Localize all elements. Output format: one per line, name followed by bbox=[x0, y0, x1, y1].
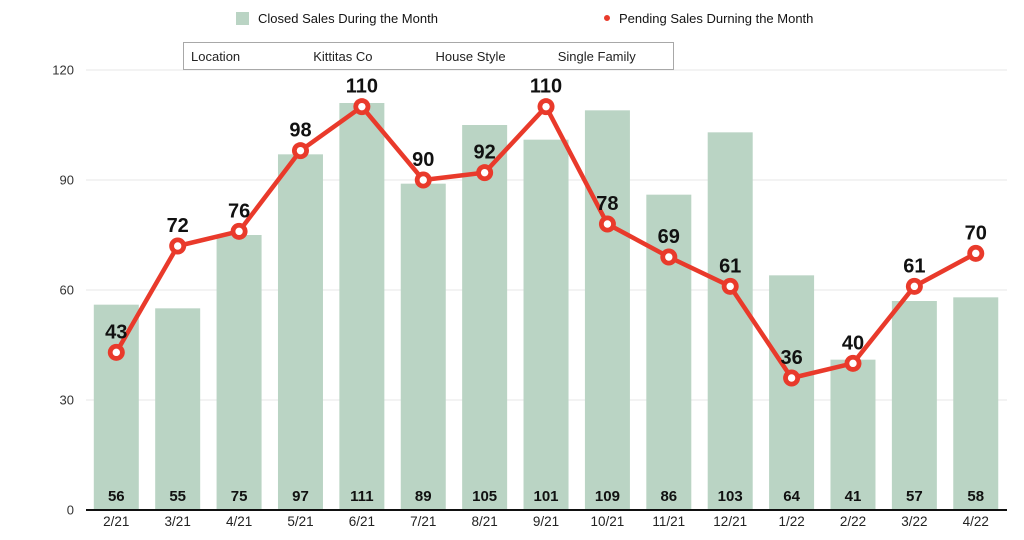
legend-pending-sales-label: Pending Sales Durning the Month bbox=[619, 10, 814, 26]
point-value-label: 98 bbox=[289, 120, 311, 142]
x-tick-label: 3/22 bbox=[901, 514, 927, 529]
x-tick-label: 3/21 bbox=[165, 514, 191, 529]
x-tick-label: 1/22 bbox=[778, 514, 804, 529]
line-point-hole bbox=[910, 282, 919, 291]
filter-house-style-value[interactable]: Single Family bbox=[557, 48, 636, 64]
line-point-hole bbox=[665, 253, 673, 261]
line-point-hole bbox=[296, 146, 305, 155]
line-point-hole bbox=[603, 220, 612, 228]
line-point-hole bbox=[542, 102, 550, 111]
point-value-label: 43 bbox=[105, 321, 127, 343]
line-point-hole bbox=[972, 249, 980, 258]
filter-bar: Location Kittitas Co House Style Single … bbox=[183, 42, 674, 70]
bar-6/21[interactable] bbox=[339, 103, 385, 510]
y-tick-label: 30 bbox=[60, 393, 74, 408]
closed-sales-swatch-icon bbox=[236, 11, 249, 25]
x-tick-label: 4/21 bbox=[226, 514, 252, 529]
legend-item-closed-sales[interactable]: Closed Sales During the Month bbox=[236, 10, 438, 26]
x-tick-label: 2/21 bbox=[103, 514, 129, 529]
line-point-hole bbox=[480, 168, 489, 177]
x-tick-label: 8/21 bbox=[471, 514, 497, 529]
filter-location-label: Location bbox=[191, 48, 241, 64]
bar-value-label: 103 bbox=[718, 488, 743, 505]
line-point-hole bbox=[235, 227, 243, 236]
bar-1/22[interactable] bbox=[769, 275, 815, 510]
bar-value-label: 111 bbox=[350, 488, 373, 505]
bar-value-label: 89 bbox=[415, 488, 432, 505]
legend-closed-sales-label: Closed Sales During the Month bbox=[258, 10, 438, 26]
x-tick-label: 10/21 bbox=[591, 514, 625, 529]
point-value-label: 110 bbox=[346, 76, 378, 98]
bar-4/21[interactable] bbox=[216, 235, 262, 510]
x-tick-label: 4/22 bbox=[963, 514, 989, 529]
bar-4/22[interactable] bbox=[953, 297, 999, 510]
x-tick-label: 7/21 bbox=[410, 514, 436, 529]
point-value-label: 69 bbox=[658, 226, 680, 248]
y-tick-label: 90 bbox=[60, 173, 74, 188]
point-value-label: 72 bbox=[167, 215, 189, 237]
line-point-hole bbox=[358, 102, 366, 111]
bar-value-label: 86 bbox=[660, 488, 677, 505]
point-value-label: 61 bbox=[719, 255, 741, 277]
point-value-label: 92 bbox=[474, 142, 496, 164]
line-point-hole bbox=[849, 359, 857, 368]
bar-value-label: 55 bbox=[169, 488, 186, 505]
point-value-label: 70 bbox=[965, 222, 987, 244]
line-point-hole bbox=[726, 282, 734, 291]
bar-value-label: 101 bbox=[534, 488, 559, 505]
bar-3/21[interactable] bbox=[155, 308, 201, 510]
point-value-label: 76 bbox=[228, 200, 250, 222]
x-tick-label: 9/21 bbox=[533, 514, 559, 529]
pending-sales-marker-icon bbox=[604, 15, 610, 21]
y-tick-label: 0 bbox=[67, 503, 74, 518]
bar-8/21[interactable] bbox=[462, 125, 508, 510]
point-value-label: 78 bbox=[596, 193, 618, 215]
filter-house-style-label: House Style bbox=[435, 48, 506, 64]
bar-5/21[interactable] bbox=[277, 154, 323, 511]
bar-value-label: 97 bbox=[292, 488, 309, 505]
bar-3/22[interactable] bbox=[891, 301, 937, 510]
bar-value-label: 75 bbox=[231, 488, 248, 505]
point-value-label: 40 bbox=[842, 332, 864, 354]
filter-location-value[interactable]: Kittitas Co bbox=[313, 48, 373, 64]
bar-value-label: 109 bbox=[595, 488, 620, 505]
point-value-label: 110 bbox=[530, 76, 562, 98]
bar-value-label: 56 bbox=[108, 488, 125, 505]
line-point-hole bbox=[173, 242, 182, 250]
x-tick-label: 11/21 bbox=[652, 514, 685, 529]
line-point-hole bbox=[419, 176, 427, 184]
x-tick-label: 2/22 bbox=[840, 514, 866, 529]
bar-12/21[interactable] bbox=[707, 132, 753, 511]
line-point-hole bbox=[112, 348, 121, 357]
bar-value-label: 64 bbox=[783, 488, 800, 505]
bar-value-label: 57 bbox=[906, 488, 923, 505]
bar-value-label: 41 bbox=[845, 488, 862, 505]
x-tick-label: 12/21 bbox=[713, 514, 747, 529]
x-tick-label: 6/21 bbox=[349, 514, 375, 529]
line-point-hole bbox=[787, 374, 796, 382]
y-tick-label: 120 bbox=[52, 63, 74, 78]
legend-item-pending-sales[interactable]: Pending Sales Durning the Month bbox=[604, 10, 813, 26]
bar-value-label: 58 bbox=[967, 488, 984, 505]
point-value-label: 61 bbox=[903, 255, 925, 277]
y-tick-label: 60 bbox=[60, 283, 74, 298]
bar-7/21[interactable] bbox=[400, 183, 446, 510]
bar-9/21[interactable] bbox=[523, 139, 569, 510]
x-tick-label: 5/21 bbox=[287, 514, 313, 529]
bar-2/21[interactable] bbox=[93, 304, 139, 510]
bar-2/22[interactable] bbox=[830, 359, 876, 510]
bar-value-label: 105 bbox=[472, 488, 497, 505]
point-value-label: 90 bbox=[412, 149, 434, 171]
point-value-label: 36 bbox=[780, 347, 802, 369]
bar-10/21[interactable] bbox=[584, 110, 630, 510]
